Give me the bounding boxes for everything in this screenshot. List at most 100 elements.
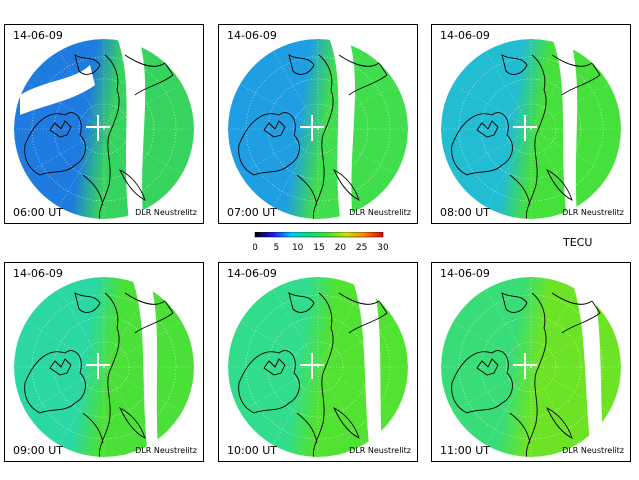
colorbar-gradient [254, 232, 384, 238]
meridian-line [103, 128, 183, 175]
coastline [296, 174, 318, 206]
map-panel-1000: 14-06-09 10:00 UT DLR Neustrelitz [218, 262, 418, 462]
meridian-line [25, 366, 105, 413]
colorbar-tick-label: 0 [253, 243, 258, 253]
latitude-circle [480, 316, 582, 418]
coastline [551, 54, 601, 96]
polar-map [441, 277, 621, 457]
data-gap-patch [20, 65, 95, 115]
data-gap-band [130, 277, 159, 457]
map-panel-0700: 14-06-09 07:00 UT DLR Neustrelitz [218, 24, 418, 224]
coastline [238, 350, 300, 414]
panel-time: 08:00 UT [440, 206, 490, 219]
panel-date: 14-06-09 [440, 29, 490, 42]
panel-date: 14-06-09 [13, 29, 63, 42]
panel-date: 14-06-09 [13, 267, 63, 280]
coastline [476, 120, 499, 138]
coastline [82, 174, 104, 206]
meridian-line [58, 128, 105, 208]
coastline [24, 112, 86, 176]
coastline [546, 407, 573, 439]
coastline [333, 407, 360, 439]
panel-time: 10:00 UT [227, 444, 277, 457]
colorbar: 0 5 10 15 20 25 30 [253, 232, 388, 253]
panel-time: 09:00 UT [13, 444, 63, 457]
meridian-line [25, 83, 105, 130]
coastline [338, 54, 388, 96]
panel-credit: DLR Neustrelitz [562, 446, 624, 455]
coastline [24, 350, 86, 414]
coastline [551, 292, 601, 334]
meridian-line [530, 128, 577, 208]
coastline [501, 292, 528, 313]
coastline [82, 412, 104, 444]
colorbar-tick-label: 15 [313, 243, 324, 253]
coastline [119, 169, 146, 201]
polar-map [441, 39, 621, 219]
meridian-line [317, 128, 364, 208]
coastline [238, 112, 300, 176]
coastline [546, 169, 573, 201]
data-gap-band [116, 39, 146, 219]
panel-time: 11:00 UT [440, 444, 490, 457]
meridian-line [103, 366, 183, 413]
meridian-line [272, 50, 319, 130]
coastline [509, 174, 531, 206]
colorbar-tick-label: 25 [356, 243, 367, 253]
meridian-line [272, 128, 319, 208]
coastline [312, 54, 334, 219]
colorbar-unit: TECU [563, 236, 593, 249]
data-gap-band [569, 277, 605, 457]
coastline [501, 54, 528, 75]
meridian-line [485, 50, 532, 130]
colorbar-tick-label: 20 [335, 243, 347, 253]
coastline [333, 169, 360, 201]
colorbar-tick-label: 30 [377, 243, 388, 253]
latitude-circle [480, 78, 582, 180]
meridian-line [25, 128, 105, 175]
panel-time: 06:00 UT [13, 206, 63, 219]
coastline [263, 358, 286, 376]
panel-date: 14-06-09 [227, 267, 277, 280]
map-panel-0800: 14-06-09 08:00 UT DLR Neustrelitz [431, 24, 631, 224]
coastline [49, 358, 72, 376]
polar-map [228, 39, 408, 219]
panel-date: 14-06-09 [440, 267, 490, 280]
meridian-line [25, 321, 105, 368]
coastline [296, 412, 318, 444]
coastline [124, 292, 174, 334]
coastline [74, 54, 101, 75]
panel-date: 14-06-09 [227, 29, 277, 42]
coastline [509, 412, 531, 444]
coastline [119, 407, 146, 439]
coastline [74, 292, 101, 313]
map-panel-1100: 14-06-09 11:00 UT DLR Neustrelitz [431, 262, 631, 462]
coastline [312, 292, 334, 457]
meridian-line [103, 321, 183, 368]
coastline [98, 54, 120, 219]
colorbar-tick-label: 5 [273, 243, 279, 253]
panel-credit: DLR Neustrelitz [349, 208, 411, 217]
coastline [525, 292, 547, 457]
latitude-circle [53, 78, 155, 180]
latitude-circle [267, 316, 369, 418]
data-gap-band [328, 39, 355, 219]
colorbar-tick-label: 10 [292, 243, 304, 253]
data-gap-band [551, 39, 578, 219]
coastline [98, 292, 120, 457]
coastline [263, 120, 286, 138]
panel-time: 07:00 UT [227, 206, 277, 219]
coastline [451, 350, 513, 414]
coastline [49, 120, 72, 138]
panel-credit: DLR Neustrelitz [562, 208, 624, 217]
polar-map [14, 39, 194, 219]
meridian-line [103, 83, 183, 130]
coastline [124, 54, 174, 96]
coastline [476, 358, 499, 376]
polar-map [14, 277, 194, 457]
coastline [338, 292, 388, 334]
coastline [451, 112, 513, 176]
panel-credit: DLR Neustrelitz [135, 208, 197, 217]
coastline [288, 292, 315, 313]
map-panel-0900: 14-06-09 09:00 UT DLR Neustrelitz [4, 262, 204, 462]
